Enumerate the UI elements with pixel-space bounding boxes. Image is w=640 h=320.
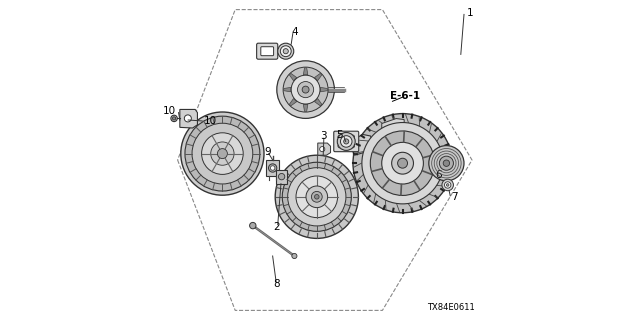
Text: 8: 8 [273,279,280,289]
Circle shape [314,195,319,199]
Circle shape [442,179,453,191]
Polygon shape [303,104,308,111]
Circle shape [211,142,234,165]
Circle shape [445,182,451,188]
Text: 9: 9 [264,147,271,157]
Circle shape [192,123,253,184]
Polygon shape [180,109,197,128]
Circle shape [298,82,314,98]
Circle shape [270,166,275,170]
Circle shape [277,61,335,118]
FancyBboxPatch shape [257,43,278,59]
Circle shape [218,148,227,159]
Circle shape [184,115,191,122]
Circle shape [344,139,349,144]
Circle shape [353,114,452,213]
Circle shape [439,156,453,170]
Circle shape [337,132,355,150]
Text: 3: 3 [321,131,327,141]
Circle shape [320,147,325,152]
Circle shape [371,131,435,196]
Circle shape [278,173,285,180]
FancyBboxPatch shape [276,170,287,184]
Text: 6: 6 [435,170,442,180]
Circle shape [283,67,328,112]
Circle shape [397,158,408,168]
Circle shape [292,253,297,259]
FancyBboxPatch shape [261,47,274,56]
Polygon shape [381,119,404,131]
Circle shape [429,146,464,181]
Circle shape [171,115,177,122]
Polygon shape [303,68,308,75]
Polygon shape [289,99,297,106]
FancyBboxPatch shape [266,160,279,176]
Text: 10: 10 [163,106,176,116]
Circle shape [278,43,294,59]
Text: 2: 2 [273,221,280,232]
Circle shape [181,112,264,195]
Circle shape [288,168,346,226]
Circle shape [351,135,355,139]
Circle shape [185,116,260,191]
Text: 10: 10 [204,116,218,126]
Circle shape [282,162,351,231]
Circle shape [340,136,352,147]
Circle shape [302,86,309,93]
FancyBboxPatch shape [334,131,359,152]
Circle shape [312,191,322,202]
Circle shape [392,152,413,174]
Circle shape [269,164,277,172]
Text: TX84E0611: TX84E0611 [428,303,475,312]
Circle shape [338,144,342,148]
Polygon shape [314,99,322,106]
Circle shape [173,117,175,120]
Polygon shape [351,134,372,155]
Polygon shape [284,87,291,92]
Circle shape [283,49,288,54]
Text: 4: 4 [292,27,298,37]
Circle shape [381,142,424,184]
Circle shape [275,155,358,238]
Circle shape [306,186,328,208]
Circle shape [291,75,320,104]
Circle shape [447,184,449,186]
Circle shape [351,144,355,148]
Text: 5: 5 [336,130,342,140]
Circle shape [280,46,291,57]
Polygon shape [321,87,328,92]
Polygon shape [314,73,322,81]
Circle shape [250,222,256,229]
Text: 7: 7 [451,192,458,203]
Circle shape [296,176,338,218]
Circle shape [443,160,449,166]
Circle shape [338,135,342,139]
Circle shape [202,133,243,174]
Circle shape [362,123,444,204]
Polygon shape [289,73,297,81]
Text: 1: 1 [467,8,473,18]
Text: E-6-1: E-6-1 [390,91,420,101]
Polygon shape [317,143,331,155]
